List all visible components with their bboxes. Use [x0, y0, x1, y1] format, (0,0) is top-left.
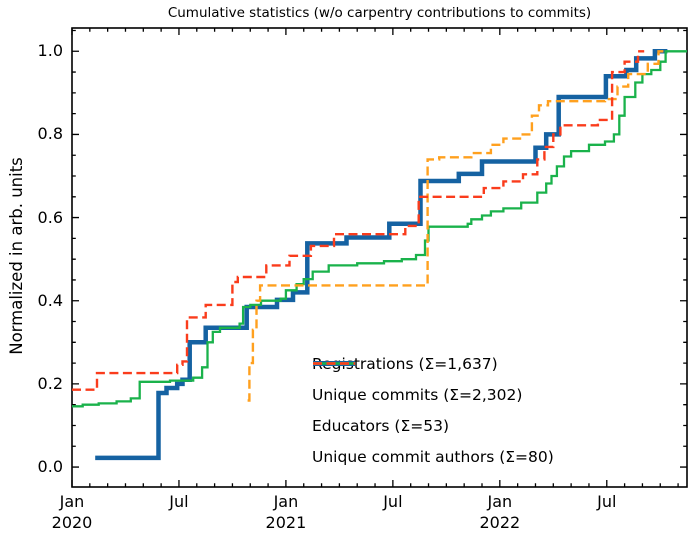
axis-ticks — [71, 28, 687, 487]
y-tick-label: 1.0 — [37, 41, 63, 61]
series-line-unique-commit-authors — [72, 50, 645, 391]
x-tick-year-label: 2020 — [51, 513, 93, 532]
x-tick-year-label: 2022 — [479, 513, 521, 532]
y-axis-label: Normalized in arb. units — [7, 157, 26, 355]
legend: Registrations (Σ=1,637) Unique commits (… — [312, 348, 554, 472]
x-tick-label: Jan — [487, 492, 513, 511]
plot-frame — [71, 27, 688, 488]
x-tick-year-label: 2021 — [265, 513, 307, 532]
x-tick-label: Jul — [383, 492, 403, 511]
y-tick-label: 0.6 — [37, 207, 63, 227]
legend-row-unique-commit-authors: Unique commit authors (Σ=80) — [312, 362, 554, 472]
x-tick-label: Jul — [169, 492, 189, 511]
legend-label-registrations: Registrations (Σ=1,637) — [312, 354, 498, 373]
legend-row-educators: Educators (Σ=53) — [312, 362, 554, 441]
chart-title: Cumulative statistics (w/o carpentry con… — [167, 5, 592, 21]
x-tick-label: Jul — [597, 492, 617, 511]
series-line-educators — [247, 50, 665, 402]
legend-line-unique-commit-authors-icon — [313, 362, 355, 365]
y-tick-label: 0.0 — [37, 457, 63, 477]
legend-label-unique-commit-authors: Unique commit authors (Σ=80) — [312, 447, 554, 466]
x-tick-label: Jan — [273, 492, 299, 511]
series-line-registrations — [95, 49, 668, 461]
series-line-unique-commits — [72, 50, 687, 408]
legend-label-unique-commits: Unique commits (Σ=2,302) — [312, 385, 523, 404]
y-tick-label: 0.2 — [37, 373, 63, 393]
y-tick-label: 0.8 — [37, 124, 63, 144]
x-tick-label: Jan — [59, 492, 85, 511]
legend-label-educators: Educators (Σ=53) — [312, 416, 450, 435]
legend-row-unique-commits: Unique commits (Σ=2,302) — [312, 362, 554, 410]
y-tick-label: 0.4 — [37, 290, 63, 310]
